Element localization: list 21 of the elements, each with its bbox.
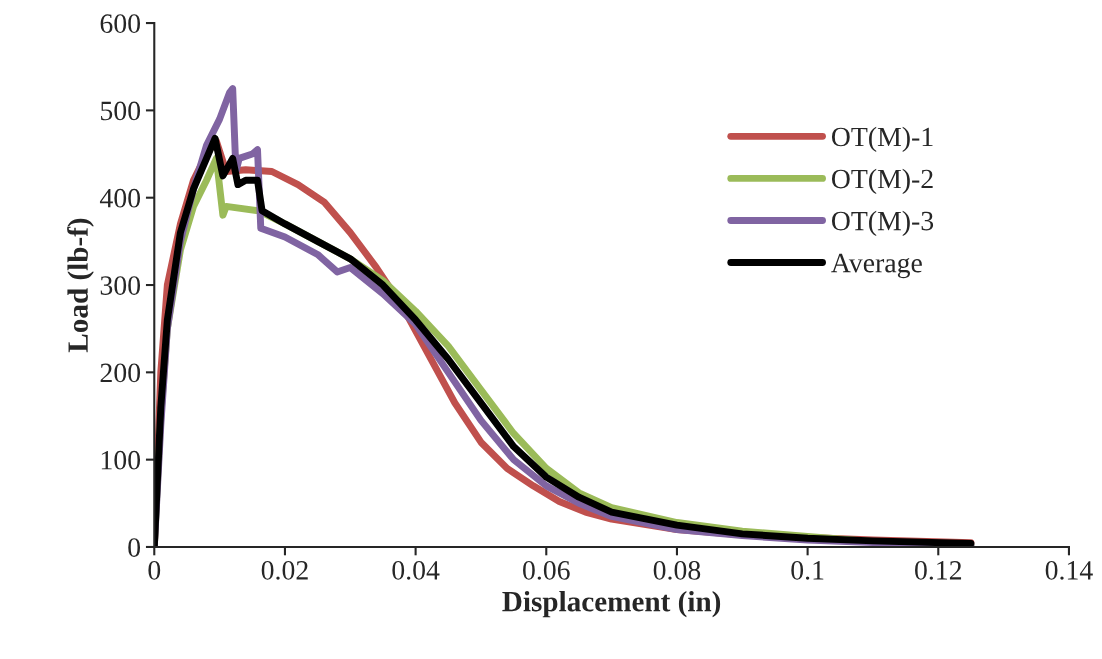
legend-label: OT(M)-2 [831,168,933,195]
legend-label: OT(M)-1 [831,126,933,153]
x-tick-label: 0.1 [791,560,824,580]
y-tick-label: 0 [128,538,141,557]
y-axis-title: Load (lb-f) [67,218,94,353]
x-tick-label: 0.08 [653,560,701,580]
legend-label: Average [831,253,922,279]
x-tick-label: 0.12 [915,560,962,580]
x-tick-label: 0.14 [1045,560,1093,580]
y-tick-label: 400 [99,188,141,208]
y-tick-label: 200 [100,363,141,383]
x-tick-label: 0.02 [261,560,308,580]
y-tick-label: 300 [100,276,141,295]
x-tick-label: 0.06 [523,560,570,580]
y-tick-label: 500 [101,101,141,121]
x-axis-title: Displacement (in) [502,590,721,618]
x-tick-label: 0 [148,560,161,580]
legend-label: OT(M)-3 [831,210,934,237]
y-tick-label: 100 [101,450,141,470]
y-tick-label: 600 [100,14,141,33]
x-tick-label: 0.04 [392,560,440,580]
